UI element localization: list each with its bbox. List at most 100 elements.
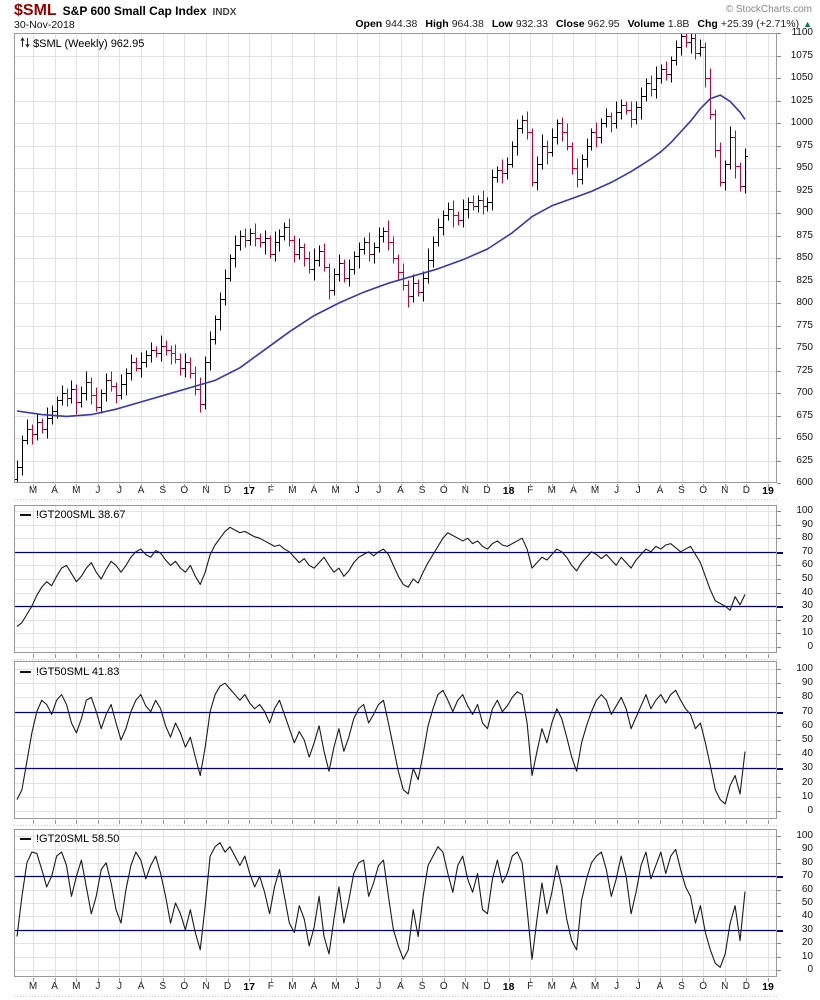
y-axis-label: 750 (796, 342, 813, 353)
axis-dotted-rule (14, 825, 777, 826)
x-axis-label: 17 (243, 981, 256, 993)
y-axis-tick (777, 56, 781, 57)
y-axis-label: 850 (796, 252, 813, 263)
y-axis-tick (777, 483, 781, 484)
x-axis-label: D (742, 981, 750, 992)
x-axis-tick (141, 484, 142, 488)
x-axis-tick (33, 654, 34, 658)
indicator-panel-gt20sml (14, 829, 777, 977)
x-axis-label: 19 (762, 485, 774, 497)
x-axis-tick (595, 820, 596, 824)
x-axis-tick (119, 654, 120, 658)
x-axis-tick (573, 978, 574, 982)
x-axis-tick (206, 820, 207, 824)
x-axis-tick (228, 484, 229, 488)
y-axis-label: 40 (801, 586, 813, 598)
x-axis-tick (746, 654, 747, 658)
y-axis-tick (777, 697, 781, 698)
x-axis-tick (768, 484, 769, 488)
x-axis-label: N (721, 485, 729, 496)
indicator-line (16, 842, 746, 968)
y-axis-tick (777, 191, 781, 192)
x-axis-label: J (116, 981, 122, 992)
gt20sml-legend-label: !GT20SML 58.50 (36, 833, 120, 845)
x-axis-label: A (570, 981, 577, 992)
x-axis-label: 17 (243, 485, 256, 497)
x-axis-label: J (376, 981, 382, 992)
x-axis-tick (573, 484, 574, 488)
y-axis-label: 30 (801, 600, 813, 612)
x-axis-tick (444, 820, 445, 824)
y-axis-tick (777, 538, 781, 539)
x-axis-tick (228, 978, 229, 982)
x-axis-label: A (656, 981, 664, 992)
quote-value: +25.39 (+2.71%) (720, 18, 800, 30)
y-axis-tick (777, 303, 781, 304)
y-axis-label: 100 (796, 830, 813, 841)
x-axis-tick (487, 978, 488, 982)
x-axis-tick (422, 978, 423, 982)
y-axis-label: 675 (796, 409, 813, 421)
x-axis-tick (184, 654, 185, 658)
x-axis-label: S (678, 981, 685, 992)
x-axis-label: D (223, 981, 232, 992)
y-axis-label: 70 (801, 705, 813, 717)
x-axis-tick (401, 654, 402, 658)
x-axis-tick (573, 654, 574, 658)
quote-label: Open (355, 18, 383, 30)
y-axis-tick (777, 768, 783, 770)
x-axis-tick (55, 484, 56, 488)
chart-canvas (14, 829, 777, 977)
y-axis-label: 90 (801, 843, 813, 855)
x-axis-tick (314, 654, 315, 658)
quote-label: Volume (627, 18, 665, 30)
y-axis-label: 20 (801, 937, 813, 949)
x-axis-tick (292, 978, 293, 982)
x-axis-label: S (418, 981, 426, 992)
x-axis-label: N (202, 981, 210, 992)
x-axis-label: N (721, 981, 729, 992)
y-axis-tick (777, 683, 781, 684)
quote-label: High (425, 18, 449, 30)
quote-value: 944.38 (385, 18, 418, 30)
x-axis-tick (746, 978, 747, 982)
x-axis-label: N (461, 981, 469, 992)
x-axis-label: J (376, 485, 382, 496)
y-axis-label: 800 (796, 297, 813, 308)
change-up-arrow-icon: ▲ (803, 19, 812, 29)
x-axis-tick (357, 484, 358, 488)
gt50sml-legend-label: !GT50SML 41.83 (36, 666, 120, 678)
x-axis-tick (249, 820, 250, 824)
x-axis-label: D (742, 485, 750, 496)
x-axis-tick (487, 484, 488, 488)
x-axis-tick (444, 654, 445, 658)
x-axis-label: J (635, 485, 641, 496)
y-axis-tick (777, 669, 781, 670)
gt50sml-legend: !GT50SML 41.83 (20, 666, 119, 678)
x-axis-label: J (95, 485, 101, 496)
x-axis-label: D (483, 981, 491, 992)
y-axis-label: 20 (801, 613, 813, 625)
x-axis-tick (444, 484, 445, 488)
x-axis-tick (530, 654, 531, 658)
y-axis-label: 775 (796, 319, 813, 331)
y-axis-label: 1050 (790, 72, 813, 83)
x-axis-label: M (72, 485, 81, 496)
line-swatch-icon (20, 514, 31, 517)
x-axis-tick (163, 484, 164, 488)
y-axis-label: 30 (801, 923, 813, 935)
x-axis-label: O (699, 981, 708, 992)
x-axis-tick (271, 978, 272, 982)
y-axis-tick (777, 525, 781, 526)
x-axis-tick (422, 484, 423, 488)
y-axis-label: 60 (801, 883, 813, 895)
y-axis-tick (777, 579, 781, 580)
x-axis-label: A (570, 485, 577, 496)
y-axis-tick (777, 146, 781, 147)
x-axis-tick (184, 820, 185, 824)
y-axis-label: 875 (796, 229, 813, 241)
x-axis-label: A (51, 981, 58, 992)
x-axis-tick (638, 654, 639, 658)
x-axis-label: A (51, 485, 58, 496)
y-axis-label: 625 (796, 454, 813, 466)
